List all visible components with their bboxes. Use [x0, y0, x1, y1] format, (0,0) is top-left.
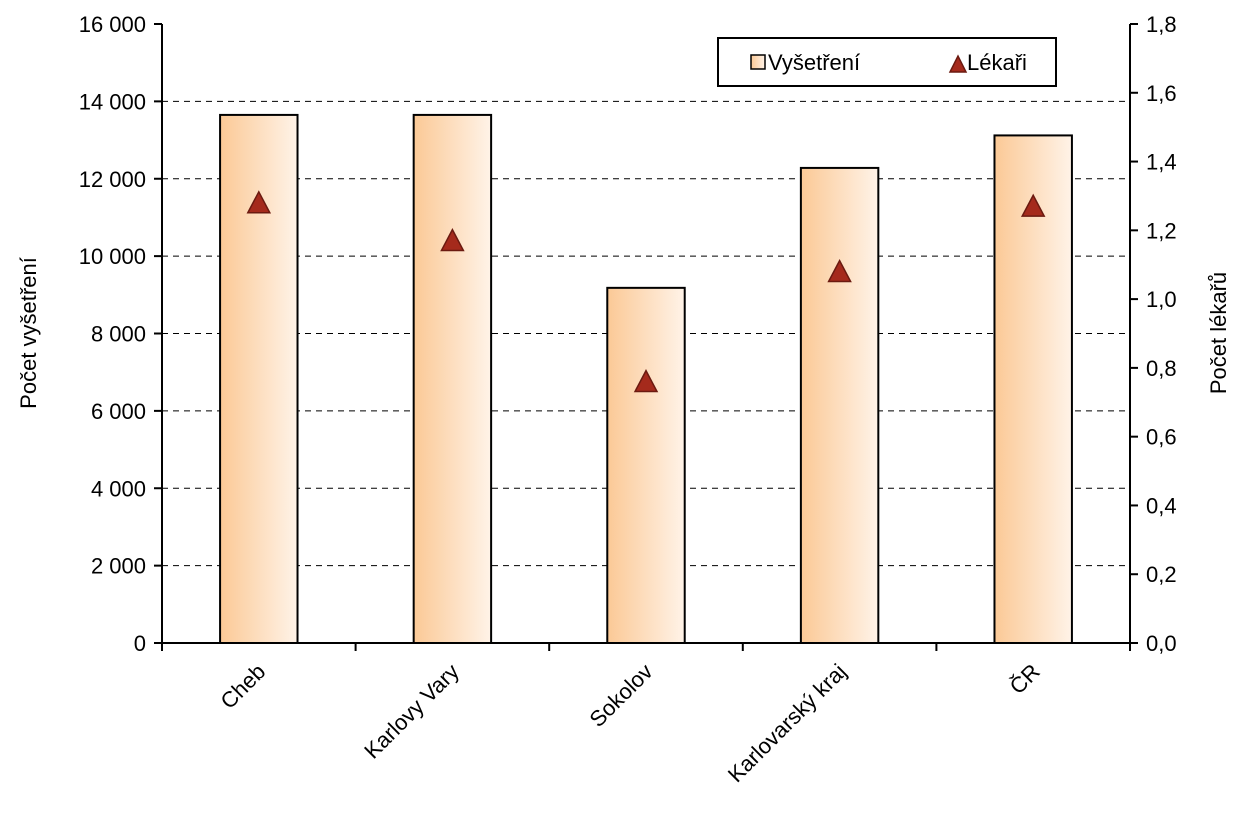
x-tick-label: Karlovy Vary — [359, 659, 464, 764]
y2-tick-label: 0,6 — [1146, 425, 1177, 450]
y-tick-label: 16 000 — [79, 12, 146, 37]
y-tick-label: 4 000 — [91, 476, 146, 501]
marker — [440, 228, 465, 252]
y2-tick-label: 1,2 — [1146, 218, 1177, 243]
y-axis-label: Počet vyšetření — [16, 257, 41, 409]
y2-axis-label: Počet lékařů — [1206, 272, 1231, 394]
y2-tick-label: 0,0 — [1146, 631, 1177, 656]
bar — [412, 113, 493, 644]
y-tick-label: 8 000 — [91, 322, 146, 347]
x-tick-label: Karlovarský kraj — [723, 659, 851, 787]
y-tick-label: 12 000 — [79, 167, 146, 192]
marker — [827, 258, 852, 283]
y-tick-label: 14 000 — [79, 89, 146, 114]
legend-swatch-marker — [948, 54, 968, 73]
marker-series — [246, 190, 1046, 393]
y2-tick-label: 1,8 — [1146, 12, 1177, 37]
x-tick-label: Sokolov — [585, 659, 658, 732]
y-tick-label: 6 000 — [91, 399, 146, 424]
y-tick-label: 2 000 — [91, 554, 146, 579]
y-tick-label: 0 — [134, 631, 146, 656]
y2-tick-label: 0,2 — [1146, 562, 1177, 587]
marker — [246, 190, 272, 214]
marker — [633, 369, 659, 393]
legend-label-bar: Vyšetření — [768, 50, 860, 75]
y2-tick-label: 0,8 — [1146, 356, 1177, 381]
bar — [606, 286, 686, 644]
y2-tick-label: 1,0 — [1146, 287, 1177, 312]
bar-series — [219, 113, 1073, 644]
legend-label-marker: Lékaři — [967, 50, 1027, 75]
legend-box — [717, 37, 1057, 87]
marker — [1020, 193, 1046, 217]
y2-tick-label: 1,4 — [1146, 150, 1177, 175]
bar — [799, 166, 880, 644]
x-tick-label: Cheb — [215, 659, 270, 714]
y2-tick-label: 1,6 — [1146, 81, 1177, 106]
y-tick-label: 10 000 — [79, 244, 146, 269]
x-tick-label: ČR — [1005, 659, 1045, 699]
y2-tick-label: 0,4 — [1146, 493, 1177, 518]
legend: Vyšetření Lékaři — [717, 37, 1057, 87]
legend-swatch-bar — [750, 54, 766, 70]
